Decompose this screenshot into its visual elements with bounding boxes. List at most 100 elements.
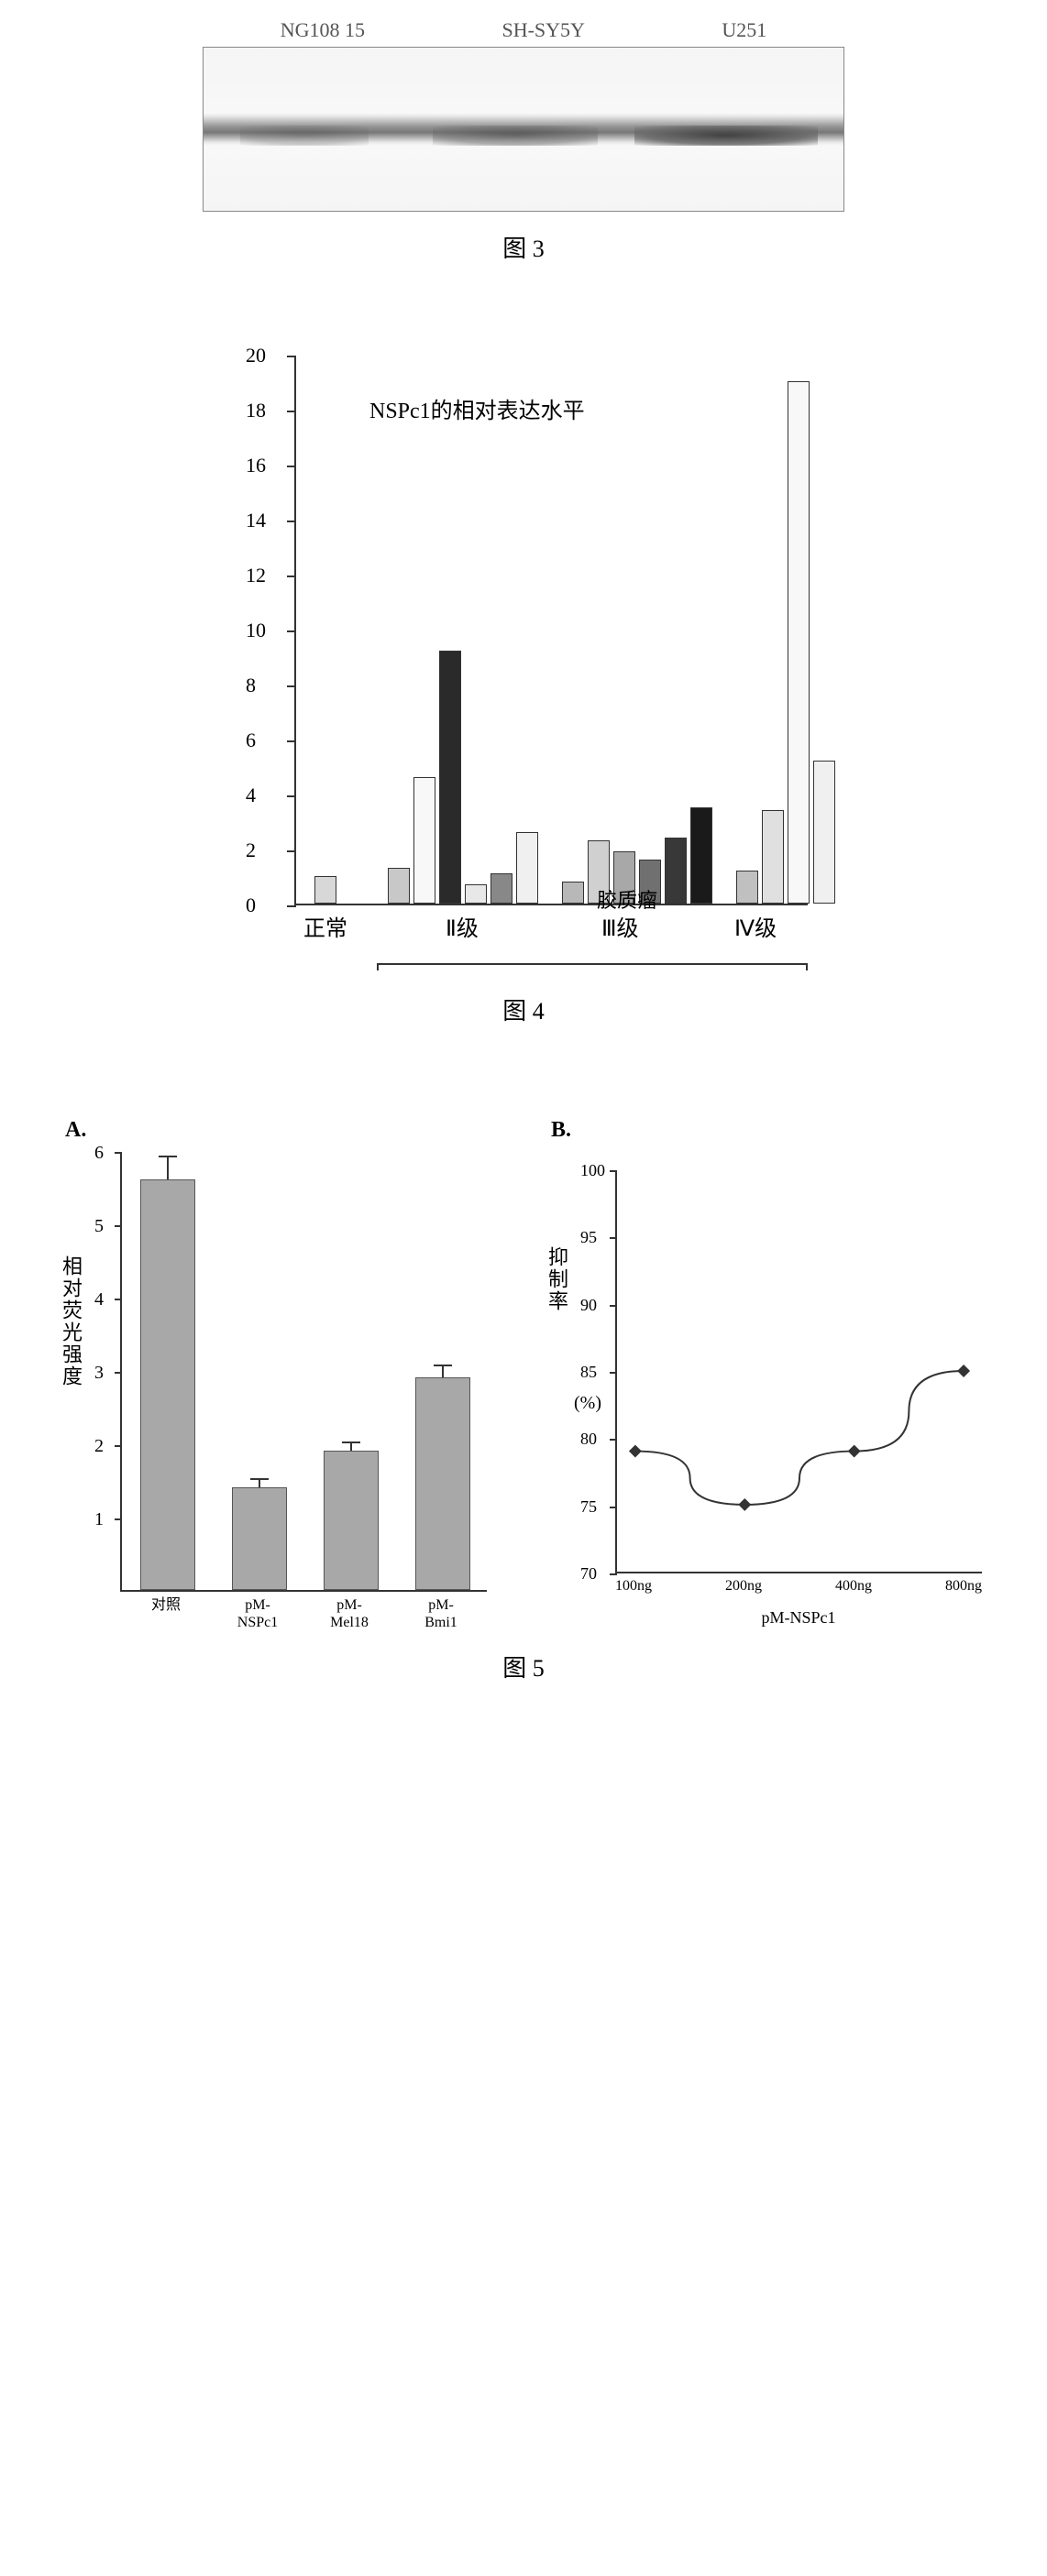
bar-chart-5a: 123456 (120, 1152, 487, 1592)
line-plot (617, 1170, 982, 1572)
y-tick-label: 6 (246, 729, 256, 752)
error-cap (250, 1478, 269, 1480)
bracket (377, 963, 808, 970)
y-tick (287, 850, 296, 852)
bar (736, 871, 758, 904)
x-label: 对照 (120, 1596, 212, 1631)
blot-lane-labels: NG108 15 SH-SY5Y U251 (212, 18, 835, 42)
western-blot (203, 47, 844, 212)
y-tick-label: 90 (580, 1296, 597, 1315)
y-axis-unit: (%) (574, 1393, 601, 1414)
bar (813, 761, 835, 904)
y-tick-label: 20 (246, 344, 266, 367)
blot-band (634, 126, 818, 146)
y-tick-label: 6 (94, 1143, 104, 1164)
y-tick (115, 1372, 122, 1374)
figure-3: NG108 15 SH-SY5Y U251 图 3 (18, 18, 1029, 264)
y-tick-label: 18 (246, 399, 266, 422)
y-tick-label: 10 (246, 619, 266, 642)
y-tick (610, 1439, 617, 1441)
panel-label: A. (65, 1118, 496, 1143)
marker-diamond (957, 1365, 970, 1377)
y-tick (610, 1372, 617, 1374)
y-tick-label: 95 (580, 1228, 597, 1247)
y-tick (610, 1170, 617, 1172)
y-tick-label: 4 (94, 1289, 104, 1310)
bar (324, 1451, 379, 1590)
y-tick (287, 466, 296, 467)
figure-caption: 图 5 (502, 1650, 545, 1683)
bar (413, 777, 435, 904)
figure-5-panels: A. 相对荧光强度 123456 对照pM-NSPc1pM-Mel18pM-Bm… (65, 1118, 982, 1631)
y-tick (610, 1237, 617, 1239)
y-tick (287, 521, 296, 522)
bar (665, 838, 687, 904)
y-tick (287, 630, 296, 632)
y-tick-label: 14 (246, 509, 266, 532)
panel-b: B. 抑制率 (%) 707580859095100 100ng200ng400… (551, 1118, 982, 1631)
y-tick-label: 3 (94, 1363, 104, 1384)
y-tick-label: 16 (246, 454, 266, 477)
y-tick-label: 1 (94, 1509, 104, 1530)
y-tick-label: 4 (246, 784, 256, 807)
bar (465, 884, 487, 904)
y-tick-label: 8 (246, 674, 256, 697)
y-tick (115, 1518, 122, 1520)
marker-diamond (629, 1445, 642, 1458)
y-tick (610, 1573, 617, 1575)
y-tick (287, 411, 296, 412)
error-bar (442, 1366, 444, 1377)
y-tick (115, 1445, 122, 1447)
y-axis-label: 相对荧光强度 (56, 1255, 85, 1387)
marker-diamond (738, 1498, 751, 1511)
x-tick-label: 400ng (835, 1578, 872, 1595)
y-tick-label: 70 (580, 1564, 597, 1584)
y-tick-label: 0 (246, 893, 256, 917)
y-tick-label: 100 (580, 1161, 605, 1180)
error-cap (434, 1365, 452, 1366)
glioma-label: 胶质瘤 (597, 884, 657, 914)
bar (562, 882, 584, 904)
y-tick-label: 75 (580, 1497, 597, 1517)
y-tick (115, 1225, 122, 1227)
error-bar (259, 1480, 260, 1487)
y-tick (610, 1507, 617, 1508)
bar (690, 807, 712, 904)
bar (516, 832, 538, 904)
chart-title: NSPc1的相对表达水平 (369, 392, 585, 424)
panel-a: A. 相对荧光强度 123456 对照pM-NSPc1pM-Mel18pM-Bm… (65, 1118, 496, 1631)
x-axis-labels: 正常Ⅱ级Ⅲ级Ⅳ级胶质瘤 (294, 910, 808, 937)
bar (314, 876, 336, 904)
lane-label: U251 (722, 18, 766, 42)
line-chart-5b: 707580859095100 (615, 1170, 982, 1573)
y-tick-label: 2 (246, 839, 256, 862)
error-bar (350, 1443, 352, 1451)
bar (415, 1377, 470, 1590)
y-tick (115, 1299, 122, 1300)
y-tick (115, 1152, 122, 1154)
x-tick-label: 200ng (725, 1578, 762, 1595)
error-cap (342, 1441, 360, 1443)
error-cap (159, 1156, 177, 1157)
bar (762, 810, 784, 904)
x-axis-labels: 对照pM-NSPc1pM-Mel18pM-Bmi1 (120, 1596, 487, 1631)
marker-diamond (848, 1445, 861, 1458)
figure-caption: 图 4 (502, 992, 545, 1026)
y-tick-label: 5 (94, 1216, 104, 1237)
y-tick (287, 905, 296, 907)
x-label: pM-NSPc1 (212, 1596, 303, 1631)
bar (490, 873, 512, 904)
x-axis-title: pM-NSPc1 (615, 1608, 982, 1628)
y-tick-label: 85 (580, 1363, 597, 1382)
figure-4: NSPc1的相对表达水平 02468101214161820 正常Ⅱ级Ⅲ级Ⅳ级胶… (18, 319, 1029, 1026)
y-tick (287, 356, 296, 357)
bar-chart: NSPc1的相对表达水平 02468101214161820 (294, 356, 808, 905)
y-tick (287, 575, 296, 577)
y-tick-label: 2 (94, 1436, 104, 1457)
bar (232, 1487, 287, 1590)
y-tick-label: 80 (580, 1430, 597, 1449)
panel-label: B. (551, 1118, 982, 1143)
x-label: pM-Bmi1 (395, 1596, 487, 1631)
lane-label: SH-SY5Y (501, 18, 584, 42)
y-tick (287, 740, 296, 742)
